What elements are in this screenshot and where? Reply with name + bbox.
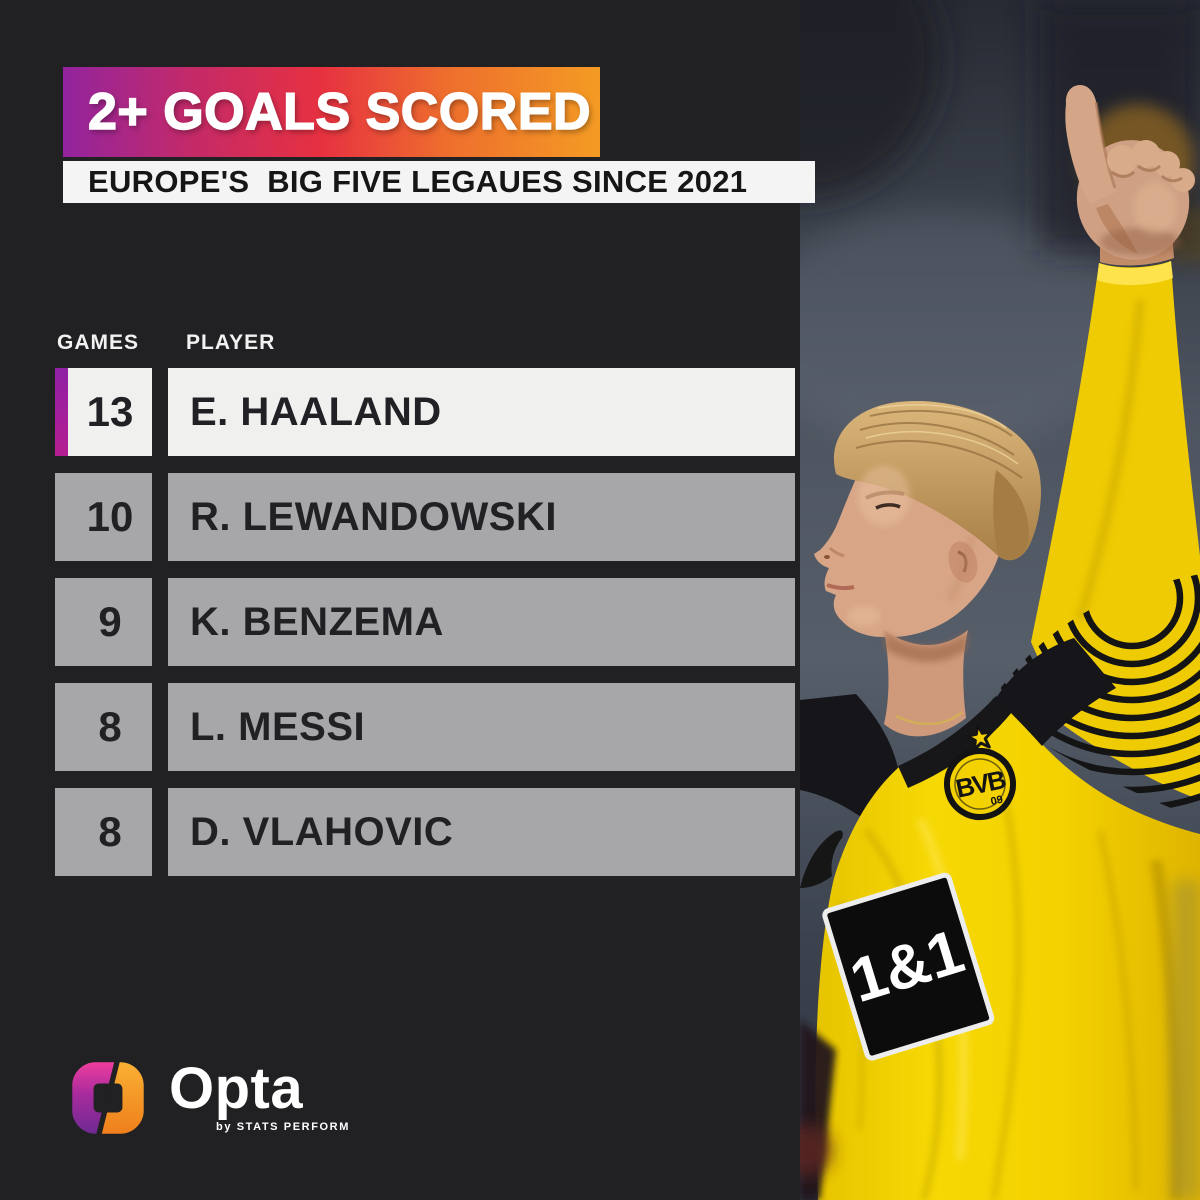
title-banner: 2+ GOALS SCORED — [63, 67, 600, 157]
opta-ring-logo-icon — [72, 1060, 144, 1136]
cell-gap — [152, 473, 168, 561]
bvb-crest: BVB 09 — [944, 748, 1016, 820]
player-photo-illustration: BVB 09 1&1 — [800, 0, 1200, 1200]
shirt-collar — [898, 696, 1012, 788]
row-accent-bar — [55, 683, 68, 771]
footer-brand: Opta by STATS PERFORM — [70, 1060, 350, 1136]
shirt-left-shoulder — [800, 694, 898, 822]
row-accent-bar — [55, 368, 68, 456]
player-cell: R. LEWANDOWSKI — [168, 473, 795, 561]
row-accent-bar — [55, 788, 68, 876]
row-accent-bar — [55, 473, 68, 561]
games-cell: 9 — [68, 578, 152, 666]
player-cell: D. VLAHOVIC — [168, 788, 795, 876]
crest-number: 09 — [990, 794, 1004, 808]
player-column-header: PLAYER — [186, 331, 276, 354]
games-cell: 8 — [68, 788, 152, 876]
row-accent-bar — [55, 578, 68, 666]
shirt-torso — [800, 638, 1200, 1200]
player-head — [814, 400, 1041, 638]
brand-name: Opta — [169, 1056, 304, 1121]
player-photo: BVB 09 1&1 — [800, 0, 1200, 1200]
cell-gap — [152, 788, 168, 876]
index-finger — [1065, 85, 1116, 204]
brand-tagline: by STATS PERFORM — [216, 1121, 350, 1133]
player-cell: E. HAALAND — [168, 368, 795, 456]
player-cell: K. BENZEMA — [168, 578, 795, 666]
cell-gap — [152, 578, 168, 666]
player-neck — [884, 630, 968, 737]
stats-table: 13 E. HAALAND 10 R. LEWANDOWSKI 9 K. BEN… — [55, 368, 795, 893]
pointing-hand — [1065, 85, 1195, 266]
page-title: 2+ GOALS SCORED — [87, 82, 592, 142]
games-cell: 10 — [68, 473, 152, 561]
necklace — [895, 711, 963, 726]
column-headers: GAMES PLAYER — [57, 331, 757, 355]
games-cell: 8 — [68, 683, 152, 771]
cell-gap — [152, 683, 168, 771]
table-row: 13 E. HAALAND — [55, 368, 795, 456]
table-row: 8 L. MESSI — [55, 683, 795, 771]
subtitle-banner: EUROPE'S BIG FIVE LEGAUES SINCE 2021 — [63, 161, 815, 203]
games-column-header: GAMES — [57, 331, 140, 354]
player-cell: L. MESSI — [168, 683, 795, 771]
sponsor-badge: 1&1 — [822, 872, 995, 1061]
cell-gap — [152, 368, 168, 456]
page-subtitle: EUROPE'S BIG FIVE LEGAUES SINCE 2021 — [88, 164, 748, 199]
brand-text: Opta by STATS PERFORM — [169, 1056, 350, 1134]
games-cell: 13 — [68, 368, 152, 456]
table-row: 9 K. BENZEMA — [55, 578, 795, 666]
bvb-star — [965, 723, 994, 752]
puma-logo-icon — [800, 830, 843, 888]
table-row: 8 D. VLAHOVIC — [55, 788, 795, 876]
table-row: 10 R. LEWANDOWSKI — [55, 473, 795, 561]
